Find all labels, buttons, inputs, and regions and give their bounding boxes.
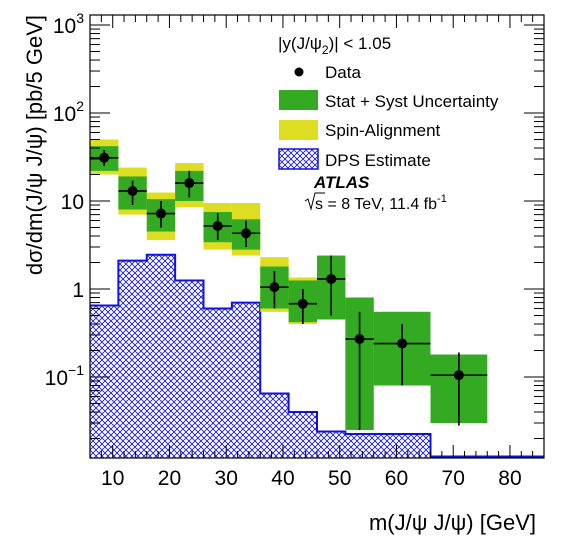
- data-point-8: [326, 273, 337, 284]
- legend-spin-label: Spin-Alignment: [325, 121, 441, 140]
- legend-data-label: Data: [325, 63, 361, 82]
- data-point-7: [297, 298, 308, 309]
- y-tick-label-100: 102: [53, 98, 84, 126]
- x-tick-label-60: 60: [385, 467, 408, 490]
- atlas-label: ATLAS: [313, 173, 370, 192]
- dps-outline: [90, 253, 544, 458]
- data-point-1: [127, 185, 138, 196]
- legend-stat-syst-label: Stat + Syst Uncertainty: [325, 92, 499, 111]
- legend-dps-swatch: [278, 148, 319, 170]
- x-tick-label-30: 30: [215, 467, 238, 490]
- data-point-11: [453, 370, 464, 381]
- x-ticks: 10 20 30 40 50 60 70 80: [89, 15, 545, 490]
- y-tick-label-0.1: 10−1: [45, 362, 85, 390]
- sqrt-sign: [304, 192, 325, 211]
- x-tick-label-50: 50: [328, 467, 351, 490]
- x-tick-label-10: 10: [101, 467, 124, 490]
- x-tick-label-80: 80: [498, 467, 521, 490]
- data-point-2: [155, 208, 166, 219]
- legend-stat-syst-swatch: [279, 90, 318, 110]
- cut-label: |y(J/ψ2)| < 1.05: [278, 34, 391, 57]
- data-point-5: [241, 228, 252, 239]
- data-point-3: [184, 178, 195, 189]
- x-axis-title: m(J/ψ J/ψ) [GeV]: [369, 510, 536, 535]
- data-point-9: [354, 334, 365, 345]
- y-tick-label-1000: 103: [53, 10, 84, 38]
- x-tick-label-40: 40: [271, 467, 294, 490]
- y-tick-label-1: 1: [72, 279, 84, 302]
- data-point-10: [397, 338, 408, 349]
- legend-dps-label: DPS Estimate: [325, 151, 431, 170]
- legend: |y(J/ψ2)| < 1.05 Data Stat + Syst Uncert…: [278, 34, 499, 170]
- y-axis-title: dσ/dm(J/ψ J/ψ) [pb/5 GeV]: [22, 15, 47, 275]
- y-tick-label-10: 10: [61, 191, 84, 214]
- energy-label: s = 8 TeV, 11.4 fb-1: [304, 192, 447, 213]
- data-point-4: [212, 220, 223, 231]
- svg-text:s = 8 TeV, 11.4 fb-1: s = 8 TeV, 11.4 fb-1: [315, 193, 447, 213]
- data-point-6: [269, 282, 280, 293]
- x-tick-label-70: 70: [442, 467, 465, 490]
- dps-estimate-histogram: [90, 253, 544, 458]
- data-points: [99, 152, 464, 381]
- legend-data-marker: [294, 67, 304, 77]
- y-ticks: 10−1 1 10 102 103: [45, 10, 544, 439]
- legend-spin-swatch: [279, 120, 318, 140]
- data-point-0: [99, 152, 110, 163]
- x-tick-label-20: 20: [158, 467, 181, 490]
